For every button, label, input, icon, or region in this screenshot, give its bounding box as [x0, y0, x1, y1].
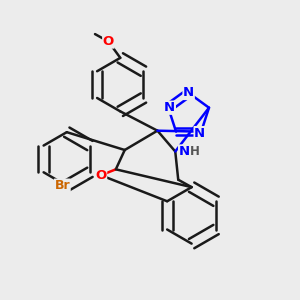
Text: O: O [103, 35, 114, 48]
Text: O: O [95, 169, 106, 182]
Text: H: H [190, 145, 200, 158]
Text: N: N [178, 145, 190, 158]
Text: N: N [183, 86, 194, 99]
Text: N: N [194, 127, 205, 140]
Text: N: N [164, 101, 175, 114]
Text: Br: Br [55, 179, 70, 192]
